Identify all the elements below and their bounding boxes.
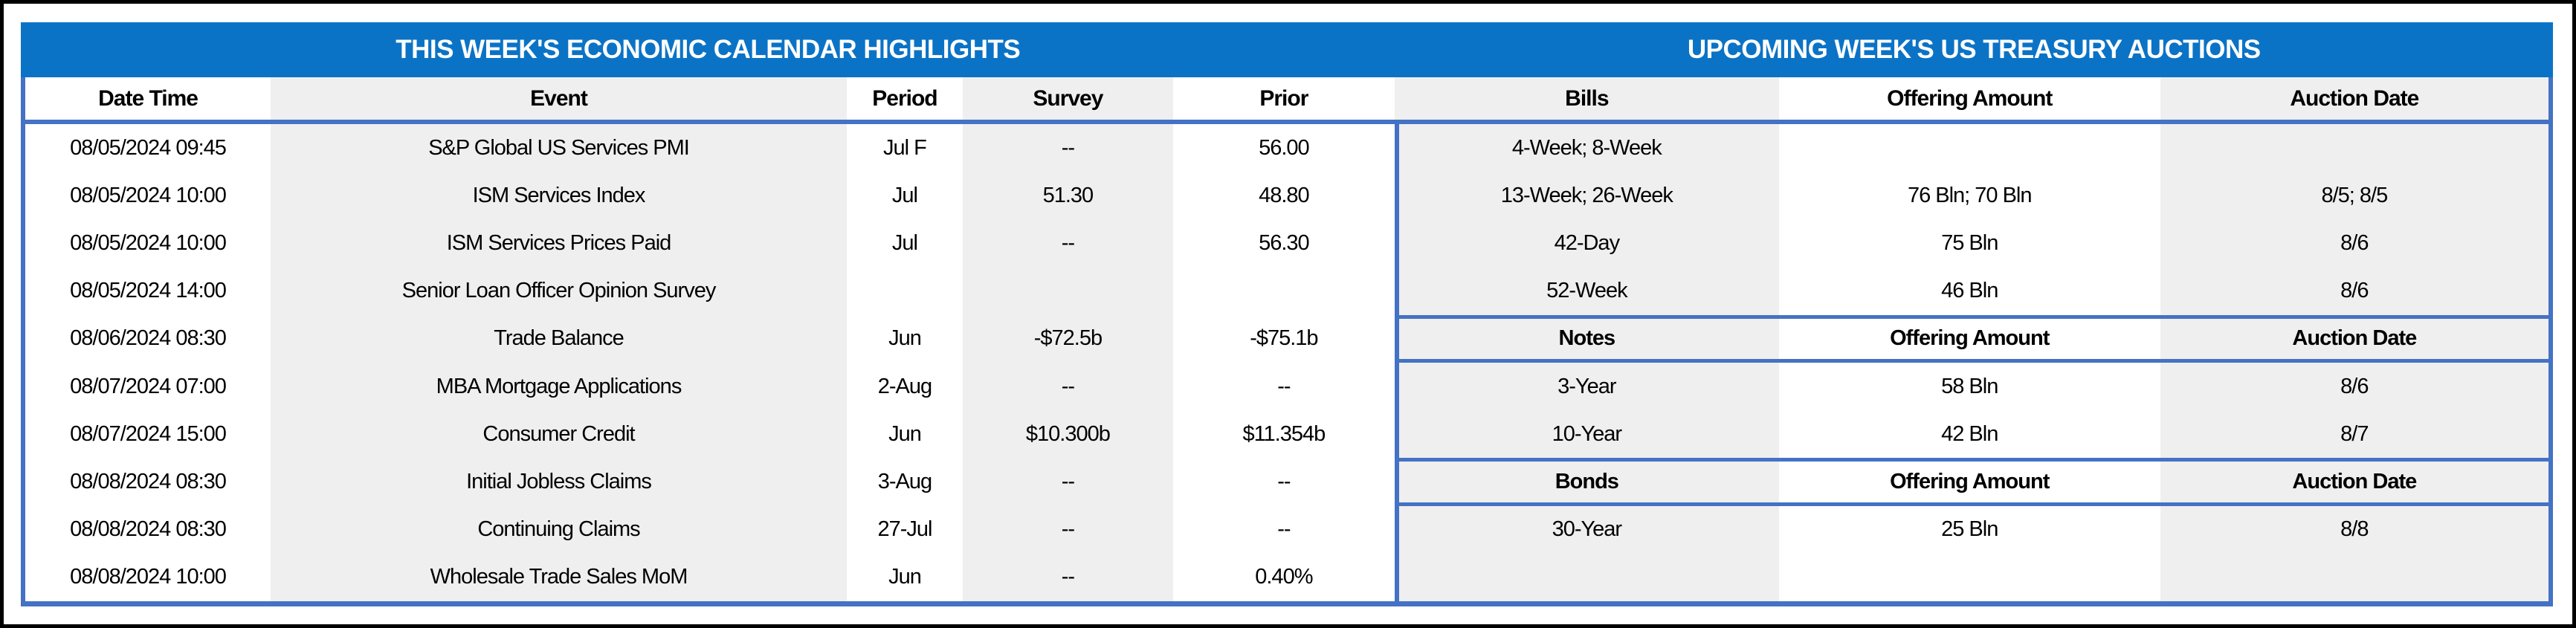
- calendar-cell-datetime: 08/05/2024 10:00: [25, 219, 271, 268]
- calendar-cell-prior: -$75.1b: [1172, 314, 1395, 363]
- calendar-cell-datetime: 08/07/2024 15:00: [25, 410, 271, 459]
- auction-cell-offering: 42 Bln: [1778, 410, 2160, 459]
- calendar-cell-prior: 56.30: [1172, 219, 1395, 268]
- auction-cell-offering: [1778, 553, 2160, 601]
- calendar-cell-survey: --: [962, 219, 1173, 268]
- calendar-cell-event: Wholesale Trade Sales MoM: [271, 553, 847, 601]
- auction-cell-security: [1394, 553, 1779, 601]
- calendar-header-event: Event: [271, 77, 847, 124]
- economic-report: THIS WEEK'S ECONOMIC CALENDAR HIGHLIGHTS…: [21, 22, 2553, 606]
- calendar-cell-survey: [962, 267, 1173, 315]
- calendar-cell-prior: 48.80: [1172, 172, 1395, 220]
- auction-cell-offering: 58 Bln: [1778, 362, 2160, 411]
- calendar-cell-event: ISM Services Index: [271, 172, 847, 220]
- calendar-cell-period: Jul: [846, 172, 963, 220]
- auction-cell-date: 8/7: [2160, 410, 2548, 459]
- calendar-cell-datetime: 08/05/2024 09:45: [25, 124, 271, 172]
- auction-cell-date: 8/6: [2160, 267, 2548, 315]
- calendar-cell-period: Jun: [846, 410, 963, 459]
- calendar-cell-prior: 56.00: [1172, 124, 1395, 172]
- calendar-cell-period: Jun: [846, 553, 963, 601]
- auctions-header-security: Bills: [1394, 77, 1779, 124]
- calendar-cell-prior: --: [1172, 362, 1395, 411]
- calendar-cell-period: Jun: [846, 314, 963, 363]
- auction-cell-offering: 75 Bln: [1778, 219, 2160, 268]
- calendar-header-prior: Prior: [1172, 77, 1395, 124]
- calendar-cell-survey: $10.300b: [962, 410, 1173, 459]
- calendar-cell-survey: --: [962, 362, 1173, 411]
- calendar-cell-prior: $11.354b: [1172, 410, 1395, 459]
- calendar-cell-survey: --: [962, 124, 1173, 172]
- calendar-cell-datetime: 08/08/2024 08:30: [25, 458, 271, 506]
- calendar-table: Date Time Event Period Survey Prior 08/0…: [25, 77, 1395, 601]
- calendar-cell-period: [846, 267, 963, 315]
- calendar-cell-event: S&P Global US Services PMI: [271, 124, 847, 172]
- auctions-subheader-security: Bonds: [1394, 458, 1779, 506]
- auction-cell-date: 8/5; 8/5: [2160, 172, 2548, 220]
- calendar-cell-survey: --: [962, 553, 1173, 601]
- auction-cell-security: 3-Year: [1394, 362, 1779, 411]
- auction-cell-security: 10-Year: [1394, 410, 1779, 459]
- calendar-cell-event: Continuing Claims: [271, 505, 847, 554]
- calendar-title: THIS WEEK'S ECONOMIC CALENDAR HIGHLIGHTS: [396, 35, 1021, 64]
- calendar-cell-prior: --: [1172, 505, 1395, 554]
- auctions-subheader-date: Auction Date: [2160, 458, 2548, 506]
- tables-body: Date Time Event Period Survey Prior 08/0…: [21, 77, 2553, 606]
- auction-cell-date: 8/6: [2160, 219, 2548, 268]
- auction-cell-offering: 25 Bln: [1778, 505, 2160, 554]
- calendar-cell-event: Initial Jobless Claims: [271, 458, 847, 506]
- calendar-cell-datetime: 08/05/2024 14:00: [25, 267, 271, 315]
- calendar-header-survey: Survey: [962, 77, 1173, 124]
- auction-cell-security: 52-Week: [1394, 267, 1779, 315]
- auctions-subheader-date: Auction Date: [2160, 314, 2548, 363]
- calendar-cell-event: MBA Mortgage Applications: [271, 362, 847, 411]
- auction-cell-security: 42-Day: [1394, 219, 1779, 268]
- calendar-header-datetime: Date Time: [25, 77, 271, 124]
- auctions-subheader-offering: Offering Amount: [1778, 458, 2160, 506]
- auctions-subheader-security: Notes: [1394, 314, 1779, 363]
- calendar-cell-event: Trade Balance: [271, 314, 847, 363]
- calendar-cell-datetime: 08/08/2024 10:00: [25, 553, 271, 601]
- calendar-cell-survey: -$72.5b: [962, 314, 1173, 363]
- calendar-cell-datetime: 08/08/2024 08:30: [25, 505, 271, 554]
- auction-cell-security: 13-Week; 26-Week: [1394, 172, 1779, 220]
- calendar-header-period: Period: [846, 77, 963, 124]
- calendar-cell-event: Senior Loan Officer Opinion Survey: [271, 267, 847, 315]
- auctions-table: Bills Offering Amount Auction Date 4-Wee…: [1394, 77, 2548, 601]
- calendar-cell-period: 3-Aug: [846, 458, 963, 506]
- auction-cell-security: 30-Year: [1394, 505, 1779, 554]
- auction-cell-offering: [1778, 124, 2160, 172]
- auction-cell-offering: 46 Bln: [1778, 267, 2160, 315]
- calendar-cell-survey: --: [962, 458, 1173, 506]
- report-margin: THIS WEEK'S ECONOMIC CALENDAR HIGHLIGHTS…: [4, 4, 2572, 624]
- calendar-cell-period: Jul F: [846, 124, 963, 172]
- calendar-cell-survey: --: [962, 505, 1173, 554]
- auctions-subheader-offering: Offering Amount: [1778, 314, 2160, 363]
- calendar-cell-datetime: 08/05/2024 10:00: [25, 172, 271, 220]
- calendar-cell-period: 2-Aug: [846, 362, 963, 411]
- calendar-cell-datetime: 08/06/2024 08:30: [25, 314, 271, 363]
- auction-cell-offering: 76 Bln; 70 Bln: [1778, 172, 2160, 220]
- auction-cell-date: 8/8: [2160, 505, 2548, 554]
- calendar-cell-survey: 51.30: [962, 172, 1173, 220]
- auction-cell-security: 4-Week; 8-Week: [1394, 124, 1779, 172]
- calendar-cell-prior: [1172, 267, 1395, 315]
- auction-cell-date: [2160, 553, 2548, 601]
- calendar-cell-period: Jul: [846, 219, 963, 268]
- calendar-cell-event: ISM Services Prices Paid: [271, 219, 847, 268]
- auctions-title: UPCOMING WEEK'S US TREASURY AUCTIONS: [1687, 35, 2261, 64]
- title-bar: THIS WEEK'S ECONOMIC CALENDAR HIGHLIGHTS…: [21, 22, 2553, 77]
- auctions-header-offering: Offering Amount: [1778, 77, 2160, 124]
- calendar-cell-datetime: 08/07/2024 07:00: [25, 362, 271, 411]
- auctions-header-date: Auction Date: [2160, 77, 2548, 124]
- calendar-cell-period: 27-Jul: [846, 505, 963, 554]
- calendar-cell-event: Consumer Credit: [271, 410, 847, 459]
- calendar-cell-prior: 0.40%: [1172, 553, 1395, 601]
- calendar-cell-prior: --: [1172, 458, 1395, 506]
- auction-cell-date: 8/6: [2160, 362, 2548, 411]
- auction-cell-date: [2160, 124, 2548, 172]
